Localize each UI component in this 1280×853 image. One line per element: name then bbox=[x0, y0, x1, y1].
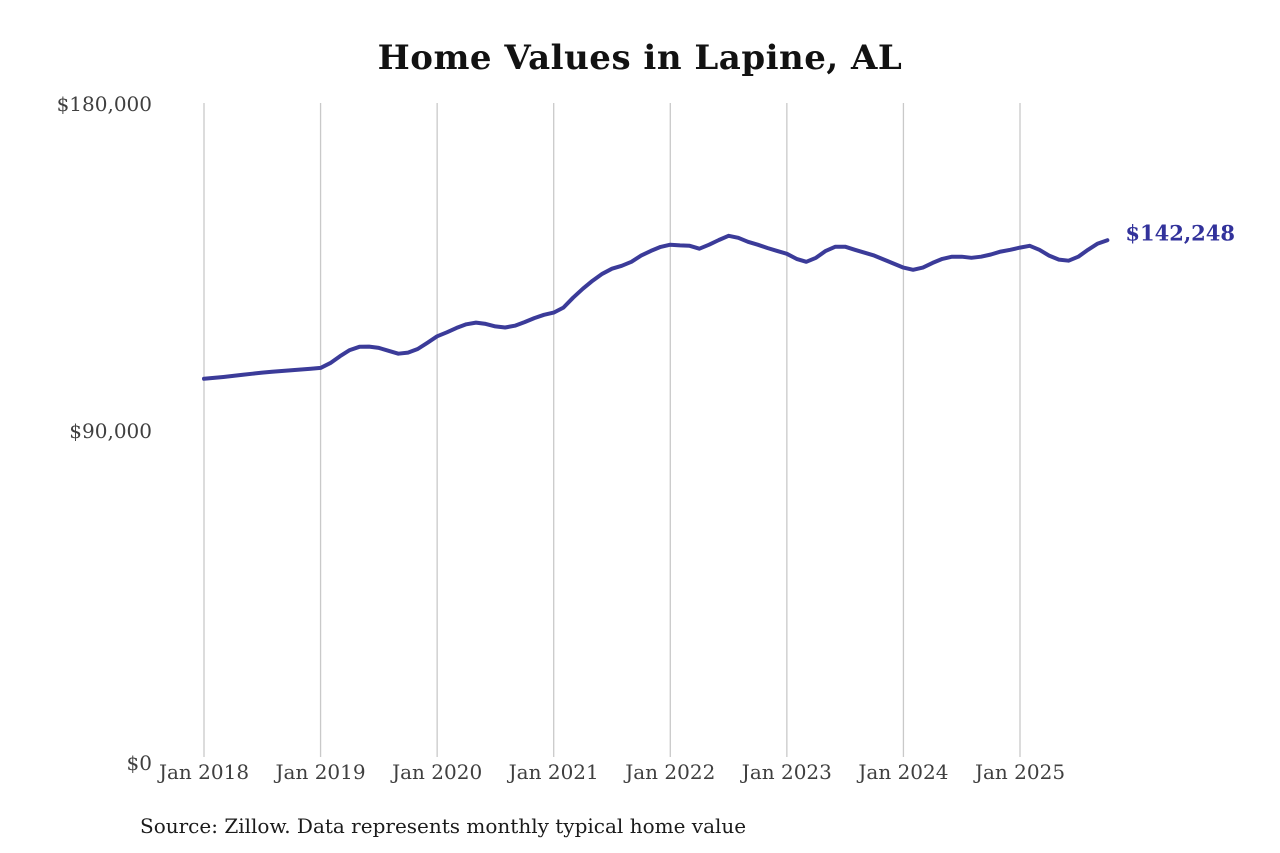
y-axis-tick-label: $0 bbox=[126, 751, 152, 775]
x-axis-tick-label: Jan 2020 bbox=[392, 760, 483, 784]
y-axis-tick-label: $90,000 bbox=[69, 419, 152, 443]
x-axis-tick-label: Jan 2018 bbox=[158, 760, 250, 784]
chart-title: Home Values in Lapine, AL bbox=[377, 38, 903, 78]
x-axis-tick-label: Jan 2022 bbox=[625, 760, 716, 784]
x-axis-tick-label: Jan 2021 bbox=[508, 760, 599, 784]
x-axis-tick-label: Jan 2023 bbox=[741, 760, 832, 784]
x-axis-tick-label: Jan 2024 bbox=[858, 760, 949, 784]
latest-value-label: $142,248 bbox=[1125, 220, 1236, 246]
y-axis-tick-label: $180,000 bbox=[56, 92, 152, 116]
x-axis-tick-label: Jan 2019 bbox=[275, 760, 366, 784]
home-value-line-series bbox=[202, 233, 1110, 381]
gridlines bbox=[203, 103, 1021, 757]
x-axis-tick-label: Jan 2025 bbox=[974, 760, 1066, 784]
source-note: Source: Zillow. Data represents monthly … bbox=[140, 814, 747, 838]
